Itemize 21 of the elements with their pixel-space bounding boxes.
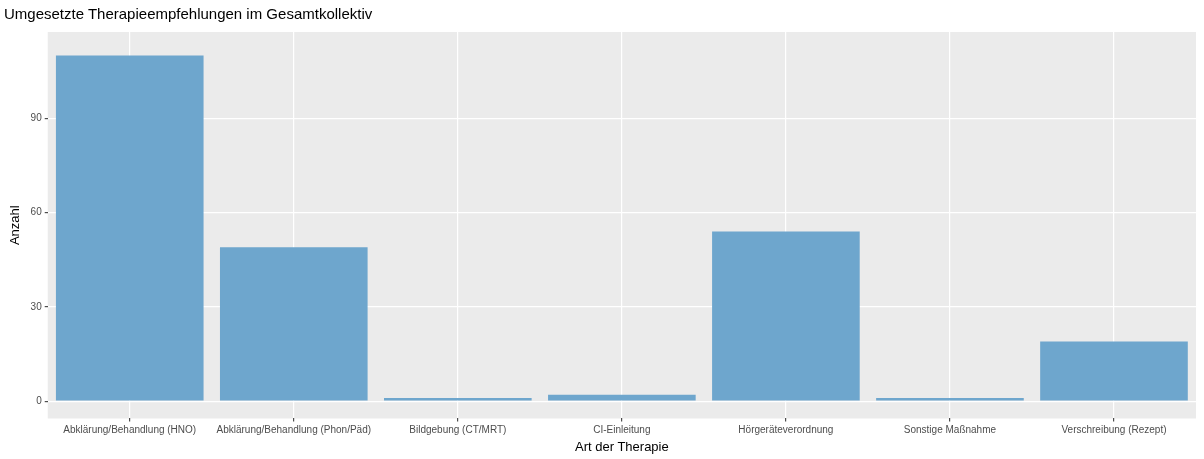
y-tick-label: 30	[30, 300, 43, 312]
y-tick-label: 60	[30, 206, 43, 218]
bar	[55, 55, 204, 401]
x-tick-label: CI-Einleitung	[593, 424, 651, 436]
bar	[876, 397, 1024, 401]
x-tick-label: Abklärung/Behandlung (HNO)	[63, 424, 197, 436]
y-tick-label: 90	[30, 112, 43, 124]
x-axis-title: Art der Therapie	[575, 438, 669, 454]
bar	[384, 397, 532, 401]
x-tick-label: Hörgeräteverordnung	[738, 424, 834, 436]
y-axis-title: Anzahl	[7, 205, 23, 246]
bar	[1040, 341, 1188, 401]
bar	[548, 394, 696, 401]
chart-title: Umgesetzte Therapieempfehlungen im Gesamtkollektiv	[4, 5, 373, 23]
x-tick-label: Abklärung/Behandlung (Phon/Päd)	[216, 424, 372, 436]
x-tick-label: Verschreibung (Rezept)	[1061, 424, 1167, 436]
x-tick-label: Bildgebung (CT/MRT)	[409, 424, 507, 436]
x-tick-label: Sonstige Maßnahme	[903, 424, 997, 436]
bar	[219, 247, 368, 401]
y-tick-label: 0	[36, 394, 43, 406]
bar	[712, 231, 860, 401]
